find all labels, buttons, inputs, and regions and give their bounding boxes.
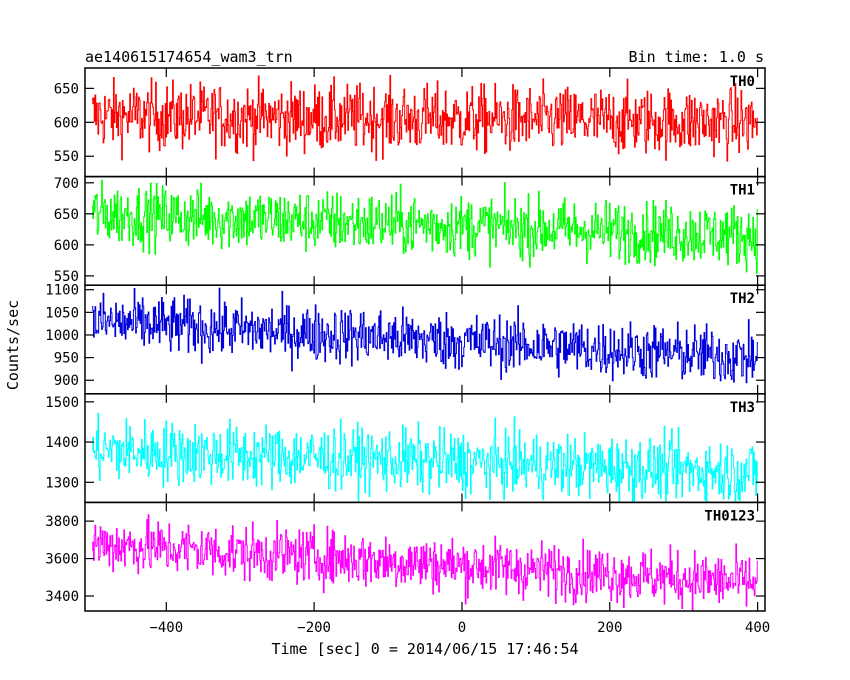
y-tick-label: 650 bbox=[54, 207, 79, 223]
panel-label: TH0123 bbox=[704, 508, 755, 524]
panel-frame bbox=[84, 501, 766, 612]
y-tick-label: 1000 bbox=[45, 328, 79, 344]
y-tick-label: 1050 bbox=[45, 305, 79, 321]
y-tick-label: 550 bbox=[54, 269, 79, 285]
x-tick-label: 400 bbox=[745, 620, 770, 636]
x-tick-label: −400 bbox=[149, 620, 183, 636]
y-tick-label: 550 bbox=[54, 149, 79, 165]
y-tick-label: 1400 bbox=[45, 435, 79, 451]
series-line-th0 bbox=[92, 75, 758, 162]
x-axis: −400 −200 0 200 400 bbox=[149, 620, 770, 636]
chart-title: ae140615174654_wam3_trn bbox=[85, 48, 293, 66]
panel-label: TH1 bbox=[730, 183, 755, 199]
y-tick-label: 700 bbox=[54, 176, 79, 192]
panel-th1: 550 600 650 700 TH1 bbox=[54, 176, 766, 286]
y-tick-label: 600 bbox=[54, 238, 79, 254]
y-tick-label: 3600 bbox=[45, 552, 79, 568]
series-line-th3 bbox=[92, 412, 758, 503]
series-line-th1 bbox=[92, 179, 758, 274]
panel-th0: 550 600 650 TH0 bbox=[54, 67, 766, 178]
y-tick-label: 950 bbox=[54, 351, 79, 367]
panel-th3: 1300 1400 1500 TH3 bbox=[45, 393, 766, 504]
y-tick-label: 1300 bbox=[45, 475, 79, 491]
y-tick-label: 3400 bbox=[45, 589, 79, 605]
y-tick-label: 1500 bbox=[45, 395, 79, 411]
y-axis-title: Counts/sec bbox=[4, 300, 22, 390]
bin-time-label: Bin time: 1.0 s bbox=[629, 48, 764, 66]
y-tick-label: 3800 bbox=[45, 514, 79, 530]
x-axis-title: Time [sec] 0 = 2014/06/15 17:46:54 bbox=[271, 640, 578, 658]
y-tick-label: 900 bbox=[54, 373, 79, 389]
x-tick-label: −200 bbox=[297, 620, 331, 636]
panel-th0123: 3400 3600 3800 TH0123 bbox=[45, 501, 766, 612]
panels-group: 550 600 650 TH0 550 600 650 700 TH1 900 950 1000 105… bbox=[45, 67, 766, 612]
panel-label: TH2 bbox=[730, 291, 755, 307]
panel-th2: 900 950 1000 1050 1100 TH2 bbox=[45, 283, 766, 395]
y-tick-label: 650 bbox=[54, 81, 79, 97]
y-tick-label: 600 bbox=[54, 115, 79, 131]
series-line-th2 bbox=[92, 287, 758, 384]
series-line-th0123 bbox=[92, 514, 758, 611]
panel-label: TH0 bbox=[730, 74, 755, 90]
panel-label: TH3 bbox=[730, 400, 755, 416]
y-tick-label: 1100 bbox=[45, 283, 79, 299]
x-tick-label: 200 bbox=[597, 620, 622, 636]
x-tick-label: 0 bbox=[458, 620, 466, 636]
